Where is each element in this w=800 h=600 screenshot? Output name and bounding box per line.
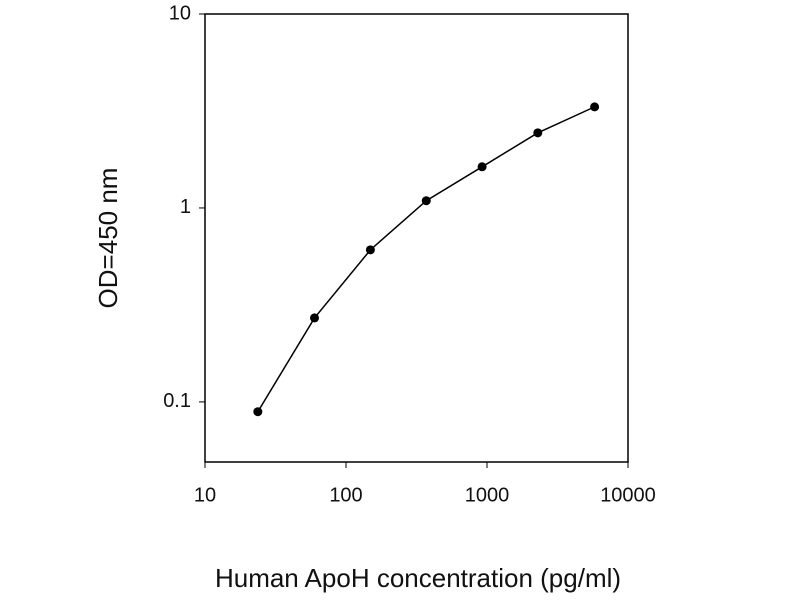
data-point bbox=[253, 407, 263, 417]
data-point bbox=[310, 313, 320, 323]
data-point bbox=[365, 245, 375, 255]
x-tick-label: 1000 bbox=[465, 484, 510, 506]
data-point bbox=[421, 196, 431, 206]
data-point bbox=[477, 162, 487, 172]
y-tick-label: 1 bbox=[180, 196, 191, 218]
plot-frame bbox=[204, 13, 629, 463]
x-tick-label: 10 bbox=[194, 484, 216, 506]
data-point bbox=[533, 128, 543, 138]
series-line bbox=[257, 106, 595, 413]
x-axis-title: Human ApoH concentration (pg/ml) bbox=[215, 563, 621, 593]
y-tick-label: 10 bbox=[169, 2, 191, 24]
x-tick-label: 10000 bbox=[600, 484, 656, 506]
y-tick-label: 0.1 bbox=[163, 390, 191, 412]
data-point bbox=[590, 102, 600, 112]
x-tick-label: 100 bbox=[329, 484, 362, 506]
y-axis-title: OD=450 nm bbox=[93, 168, 123, 309]
